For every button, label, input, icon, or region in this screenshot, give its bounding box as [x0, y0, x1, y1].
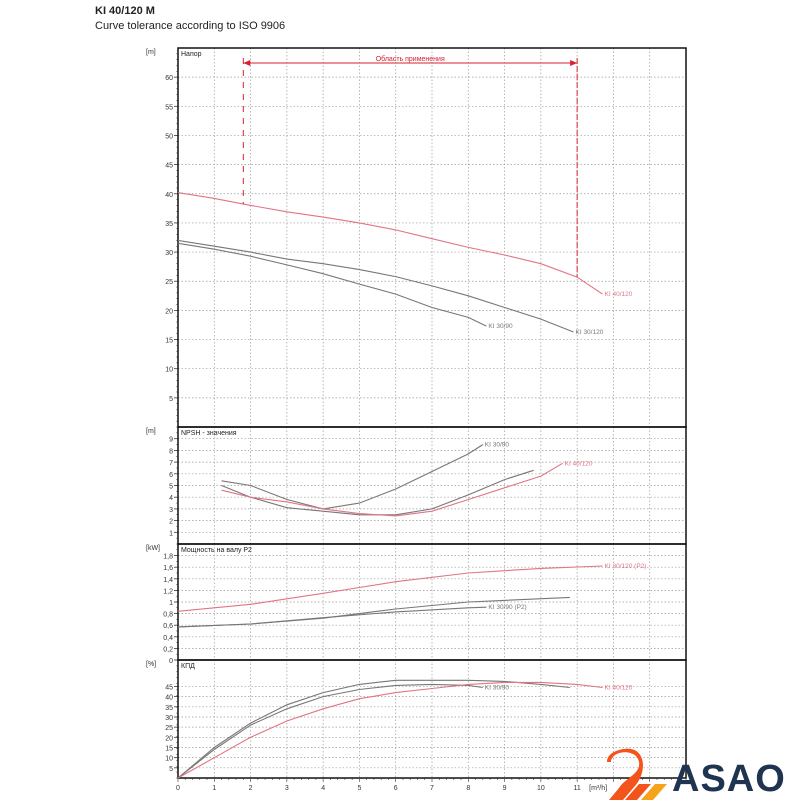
- y-tick-label: 30: [165, 250, 173, 257]
- y-tick-label: 10: [165, 756, 173, 763]
- series-line: [177, 565, 603, 612]
- series-line: [177, 239, 574, 333]
- series-line: [177, 606, 487, 628]
- y-tick-label: 0: [169, 658, 173, 665]
- y-tick-label: 1: [169, 530, 173, 537]
- y-tick-label: 55: [165, 104, 173, 111]
- x-tick-label: 3: [285, 785, 289, 792]
- y-tick-label: 7: [169, 460, 173, 467]
- x-tick-label: 8: [466, 785, 470, 792]
- y-tick-label: 0,8: [163, 612, 173, 619]
- asao-logo-icon: [607, 748, 667, 800]
- y-tick-label: 6: [169, 472, 173, 479]
- series-line: [177, 242, 487, 327]
- series-label: KI 40/120: [605, 684, 633, 691]
- x-tick-label: 0: [176, 785, 180, 792]
- y-axis-unit: [m]: [146, 428, 156, 435]
- series-label: KI 40/120: [605, 291, 633, 298]
- y-tick-label: 40: [165, 695, 173, 702]
- series-line: [177, 679, 570, 779]
- series-label: KI 30/90: [485, 684, 510, 691]
- y-tick-label: 35: [165, 705, 173, 712]
- panel-1: 1 2 3 4 5 6 7 8 9 [m] NPSH - значения KI 30/90 KI 40…: [146, 426, 687, 545]
- panel-title: Мощность на валу P2: [181, 547, 252, 554]
- y-tick-label: 1,8: [163, 554, 173, 561]
- y-tick-label: 1,6: [163, 565, 173, 572]
- y-tick-label: 15: [165, 338, 173, 345]
- series-label: KI 40/120: [565, 460, 593, 467]
- y-tick-label: 15: [165, 745, 173, 752]
- y-tick-label: 3: [169, 507, 173, 514]
- x-tick-label: 2: [249, 785, 253, 792]
- panel-2: 0 0,2 0,4 0,6 0,8 1 1,2 1,4 1,6 1,8[kW] Мощность н…: [146, 543, 687, 665]
- y-tick-label: 10: [165, 367, 173, 374]
- series-line: [177, 681, 603, 779]
- y-tick-label: 5: [169, 766, 173, 773]
- series-line: [221, 462, 563, 517]
- series-label: KI 30/90: [485, 442, 510, 449]
- y-tick-label: 8: [169, 448, 173, 455]
- y-tick-label: 40: [165, 192, 173, 199]
- y-tick-label: 45: [165, 684, 173, 691]
- logo-text: ASAO: [672, 758, 786, 800]
- y-tick-label: 1,2: [163, 588, 173, 595]
- y-axis-unit: [kW]: [146, 545, 160, 552]
- panel-title: Напор: [181, 51, 202, 58]
- y-tick-label: 30: [165, 715, 173, 722]
- y-tick-label: 25: [165, 725, 173, 732]
- series-line: [221, 444, 484, 510]
- y-tick-label: 0,4: [163, 635, 173, 642]
- y-axis-unit: [%]: [146, 661, 156, 668]
- series-label: KI 30/90 (P2): [488, 604, 526, 611]
- y-tick-label: 50: [165, 133, 173, 140]
- series-label: KI 30/120: [576, 329, 604, 336]
- chart-subtitle: Curve tolerance according to ISO 9906: [95, 20, 286, 32]
- x-tick-label: 1: [212, 785, 216, 792]
- series-line: [177, 683, 483, 779]
- y-tick-label: 45: [165, 163, 173, 170]
- y-tick-label: 35: [165, 221, 173, 228]
- y-tick-label: 20: [165, 308, 173, 315]
- y-tick-label: 5: [169, 484, 173, 491]
- y-tick-label: 2: [169, 519, 173, 526]
- y-tick-label: 25: [165, 279, 173, 286]
- y-tick-label: 60: [165, 75, 173, 82]
- y-tick-label: 4: [169, 495, 173, 502]
- x-tick-label: 6: [394, 785, 398, 792]
- y-tick-label: 0,2: [163, 646, 173, 653]
- series-line: [177, 192, 603, 295]
- range-annotation: Область применения: [376, 55, 445, 63]
- x-tick-label: 4: [321, 785, 325, 792]
- series-label: KI 30/90: [488, 323, 513, 330]
- y-tick-label: 20: [165, 735, 173, 742]
- panel-title: NPSH - значения: [181, 430, 237, 437]
- y-tick-label: 1: [169, 600, 173, 607]
- y-axis-unit: [m]: [146, 49, 156, 56]
- x-tick-label: 11: [574, 785, 581, 792]
- x-tick-label: 7: [430, 785, 434, 792]
- y-tick-label: 5: [169, 396, 173, 403]
- panel-title: КПД: [181, 663, 195, 670]
- range-arrow-right-icon: [570, 60, 578, 66]
- x-tick-label: 10: [537, 785, 545, 792]
- chart-title: KI 40/120 M: [95, 5, 155, 17]
- x-tick-label: 9: [503, 785, 507, 792]
- x-axis-unit: [m³/h]: [589, 785, 607, 792]
- x-tick-label: 5: [357, 785, 361, 792]
- series-label: KI 30/120 (P2): [605, 563, 647, 570]
- y-tick-label: 9: [169, 437, 173, 444]
- range-arrow-left-icon: [243, 60, 251, 66]
- y-tick-label: 1,4: [163, 577, 173, 584]
- panel-0: 5 10 15 20 25 30 35 40 45 50 55 60 [m] Напор KI 40/120…: [146, 47, 687, 428]
- y-tick-label: 0,6: [163, 623, 173, 630]
